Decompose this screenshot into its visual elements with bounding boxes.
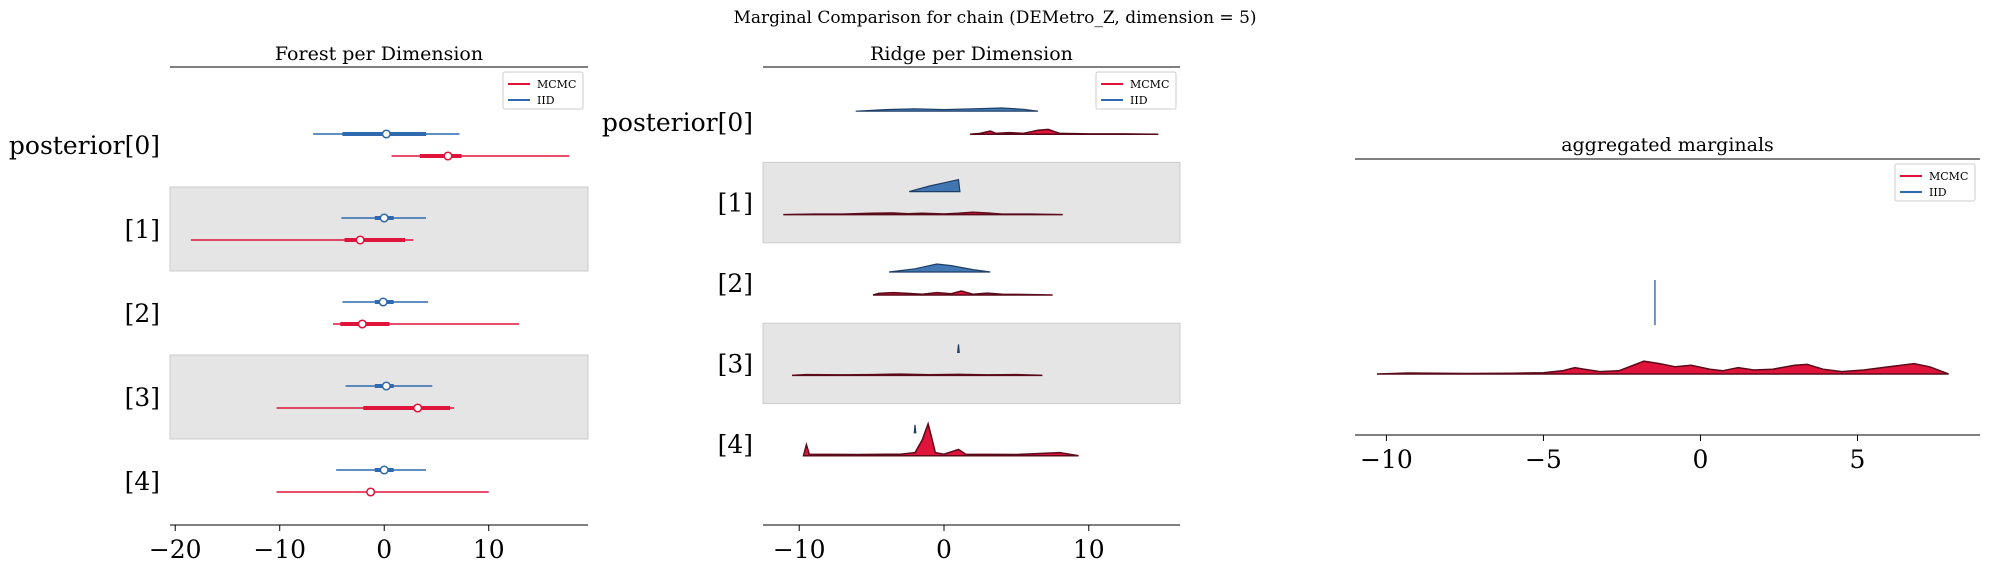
x-tick-label: 10 <box>1073 535 1105 564</box>
iid-median-point <box>381 381 391 391</box>
iid-median-point <box>379 213 389 223</box>
x-tick-label: −10 <box>1360 445 1413 474</box>
mcmc-density <box>791 373 1043 377</box>
y-label: [1] <box>125 215 160 244</box>
x-tick-label: −10 <box>773 535 826 564</box>
legend-label-iid: IID <box>537 94 555 107</box>
mcmc-density <box>872 290 1053 296</box>
row-band <box>169 354 589 440</box>
iid-median-point <box>381 129 391 139</box>
mcmc-median-point <box>413 403 423 413</box>
y-label: posterior[0] <box>9 131 160 160</box>
ridge-panel: Ridge per Dimension posterior[0] [1] [2] [3]… <box>602 43 1181 564</box>
legend-label-iid: IID <box>1130 94 1148 107</box>
iid-density <box>913 424 917 434</box>
legend-label-mcmc: MCMC <box>1929 170 1968 183</box>
legend-label-iid: IID <box>1929 186 1947 199</box>
mcmc-median-point <box>357 319 367 329</box>
x-tick-label: −10 <box>253 535 306 564</box>
y-label: posterior[0] <box>602 108 753 137</box>
y-label: [1] <box>718 189 753 218</box>
y-label: [3] <box>718 349 753 378</box>
y-label: [4] <box>125 467 160 496</box>
iid-median-point <box>379 465 389 475</box>
forest-panel: Forest per Dimension posterior[0] [1] [2] [3… <box>9 43 589 564</box>
y-label: [3] <box>125 383 160 412</box>
y-label: [2] <box>125 299 160 328</box>
y-label: [4] <box>718 430 753 459</box>
legend-label-mcmc: MCMC <box>1130 78 1169 91</box>
mcmc-median-point <box>443 151 453 161</box>
figure-title: Marginal Comparison for chain (DEMetro_Z… <box>733 8 1256 28</box>
iid-density <box>957 344 960 353</box>
row-band <box>169 186 589 272</box>
mcmc-density <box>1376 360 1949 375</box>
mcmc-median-point <box>355 235 365 245</box>
mcmc-median-point <box>366 487 376 497</box>
panel-title: Ridge per Dimension <box>870 43 1073 65</box>
x-tick-label: −20 <box>149 535 202 564</box>
y-label: [2] <box>718 269 753 298</box>
x-tick-label: 0 <box>1693 445 1709 474</box>
iid-density <box>909 178 961 193</box>
iid-density <box>888 263 991 273</box>
chart-panels: Forest per Dimension posterior[0] [1] [2] [3… <box>9 43 1980 564</box>
x-tick-label: 0 <box>376 535 392 564</box>
panel-title: aggregated marginals <box>1561 134 1774 156</box>
iid-density <box>855 107 1039 112</box>
row-band <box>762 322 1181 405</box>
x-tick-label: 10 <box>473 535 505 564</box>
x-tick-label: 5 <box>1850 445 1866 474</box>
mcmc-density <box>783 211 1063 216</box>
mcmc-density <box>802 421 1079 457</box>
aggregate-panel: aggregated marginals MCMC IID −10 −5 0 5 <box>1355 134 1980 474</box>
row-band <box>762 161 1181 244</box>
iid-median-point <box>378 297 388 307</box>
x-tick-label: 0 <box>936 535 952 564</box>
legend-label-mcmc: MCMC <box>537 78 576 91</box>
panel-title: Forest per Dimension <box>275 43 483 65</box>
x-tick-label: −5 <box>1525 445 1562 474</box>
mcmc-density <box>970 128 1159 135</box>
